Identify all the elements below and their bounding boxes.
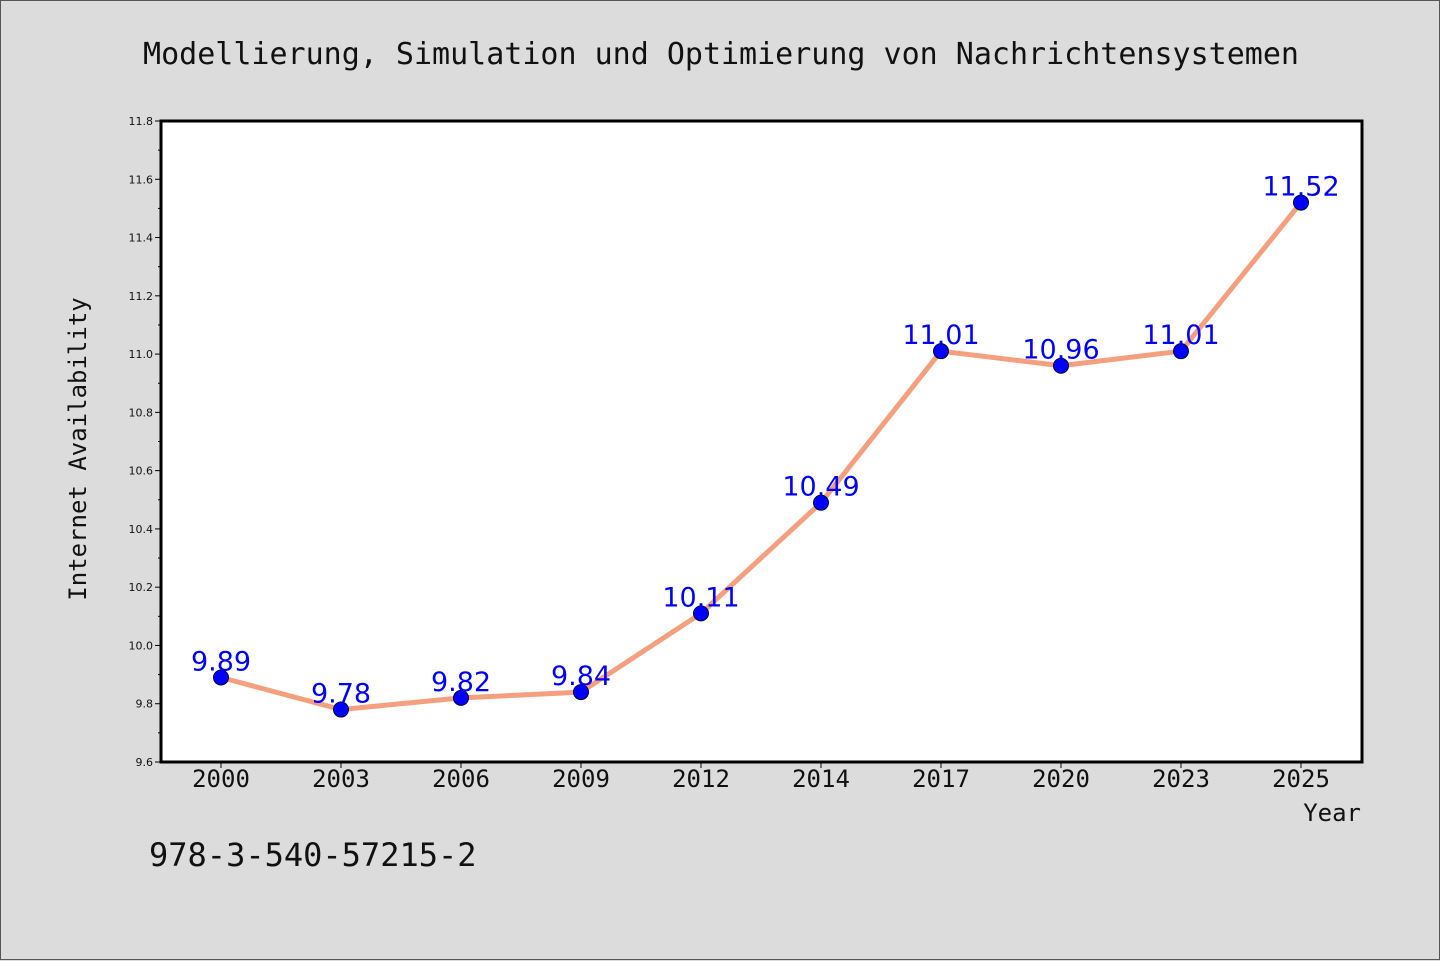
data-point <box>1053 357 1069 374</box>
series-line-path <box>218 200 1304 713</box>
data-label: 11.01 <box>1142 320 1219 351</box>
data-label: 11.01 <box>902 320 979 351</box>
y-axis-label: Internet Availability <box>64 297 92 600</box>
x-tick-label: 2014 <box>792 765 850 793</box>
x-tick-label: 2023 <box>1152 765 1210 793</box>
data-label: 10.49 <box>782 472 859 503</box>
data-point <box>213 669 229 686</box>
data-point <box>573 684 589 701</box>
y-tick-label: 10.2 <box>129 581 154 594</box>
data-point <box>333 701 349 718</box>
y-tick-label: 10.6 <box>129 465 154 478</box>
x-axis-label: Year <box>1303 799 1361 827</box>
data-label: 10.11 <box>662 582 739 613</box>
y-tick-label: 10.4 <box>129 523 154 536</box>
data-point <box>693 605 709 622</box>
data-point <box>1173 343 1189 360</box>
y-tick-label: 11.4 <box>129 232 154 245</box>
y-tick-label: 9.6 <box>136 756 154 769</box>
y-axis: 9.6 9.8 10.0 10.2 10.4 10.6 10.8 11.0 11.2 11.4 11… <box>129 115 161 769</box>
chart-title: Modellierung, Simulation und Optimierung… <box>143 37 1299 72</box>
footnote-isbn: 978-3-540-57215-2 <box>149 836 477 874</box>
x-tick-label: 2020 <box>1032 765 1090 793</box>
data-label: 9.89 <box>191 647 251 678</box>
data-label: 9.78 <box>311 679 371 710</box>
y-tick-label: 11.8 <box>129 115 154 128</box>
x-tick-label: 2025 <box>1272 765 1330 793</box>
plot-area <box>159 119 1364 764</box>
data-labels: 9.89 9.78 9.82 9.84 10.11 10.49 11.01 10.96 11.0… <box>191 172 1340 710</box>
x-tick-label: 2017 <box>912 765 970 793</box>
y-tick-label: 10.0 <box>129 639 154 652</box>
data-label: 9.84 <box>551 661 611 692</box>
x-tick-label: 2006 <box>432 765 490 793</box>
x-tick-label: 2000 <box>192 765 250 793</box>
series-line <box>218 200 1304 713</box>
y-tick-label: 11.0 <box>129 348 154 361</box>
data-point <box>1293 194 1309 211</box>
data-label: 10.96 <box>1022 335 1099 366</box>
y-tick-label: 11.6 <box>129 173 154 186</box>
data-point <box>933 343 949 360</box>
y-tick-label: 9.8 <box>136 698 154 711</box>
data-markers <box>213 194 1309 718</box>
x-tick-label: 2009 <box>552 765 610 793</box>
x-tick-label: 2003 <box>312 765 370 793</box>
x-axis: 2000 2003 2006 2009 2012 2014 2017 2020 2023 2025 <box>192 762 1330 793</box>
y-tick-label: 11.2 <box>129 290 154 303</box>
x-tick-label: 2012 <box>672 765 730 793</box>
data-label: 9.82 <box>431 667 491 698</box>
data-point <box>453 689 469 706</box>
y-tick-label: 10.8 <box>129 406 154 419</box>
data-point <box>813 494 829 511</box>
data-label: 11.52 <box>1262 172 1339 203</box>
